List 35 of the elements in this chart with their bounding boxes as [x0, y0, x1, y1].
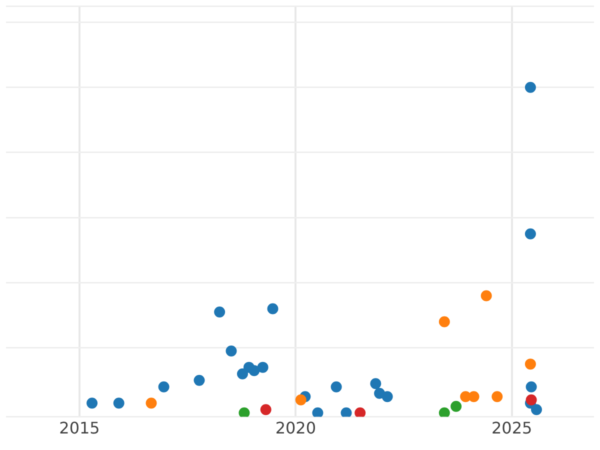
point — [257, 362, 268, 373]
point — [214, 306, 226, 318]
point — [236, 368, 248, 380]
point — [146, 398, 157, 409]
point — [113, 398, 124, 409]
point — [492, 391, 503, 402]
point — [468, 391, 480, 402]
x-tick-label: 2025 — [491, 418, 532, 438]
point — [312, 407, 324, 417]
point — [524, 358, 536, 370]
point — [238, 407, 250, 417]
point — [524, 82, 536, 93]
point — [480, 290, 492, 302]
point — [524, 228, 536, 240]
point — [354, 407, 366, 417]
point — [248, 365, 260, 376]
point — [438, 407, 450, 417]
point — [86, 398, 98, 409]
point — [530, 404, 542, 416]
point — [370, 378, 382, 390]
point — [226, 346, 237, 357]
point — [450, 400, 462, 412]
point — [194, 374, 205, 386]
point — [295, 394, 306, 406]
point — [438, 316, 450, 328]
x-tick-label: 2015 — [59, 418, 100, 438]
point — [340, 407, 352, 417]
point — [330, 381, 342, 392]
point — [382, 391, 393, 402]
point — [267, 303, 278, 314]
point — [260, 404, 272, 416]
point — [526, 394, 537, 406]
point — [158, 381, 170, 392]
point — [526, 381, 537, 392]
x-tick-label: 2020 — [275, 418, 316, 438]
